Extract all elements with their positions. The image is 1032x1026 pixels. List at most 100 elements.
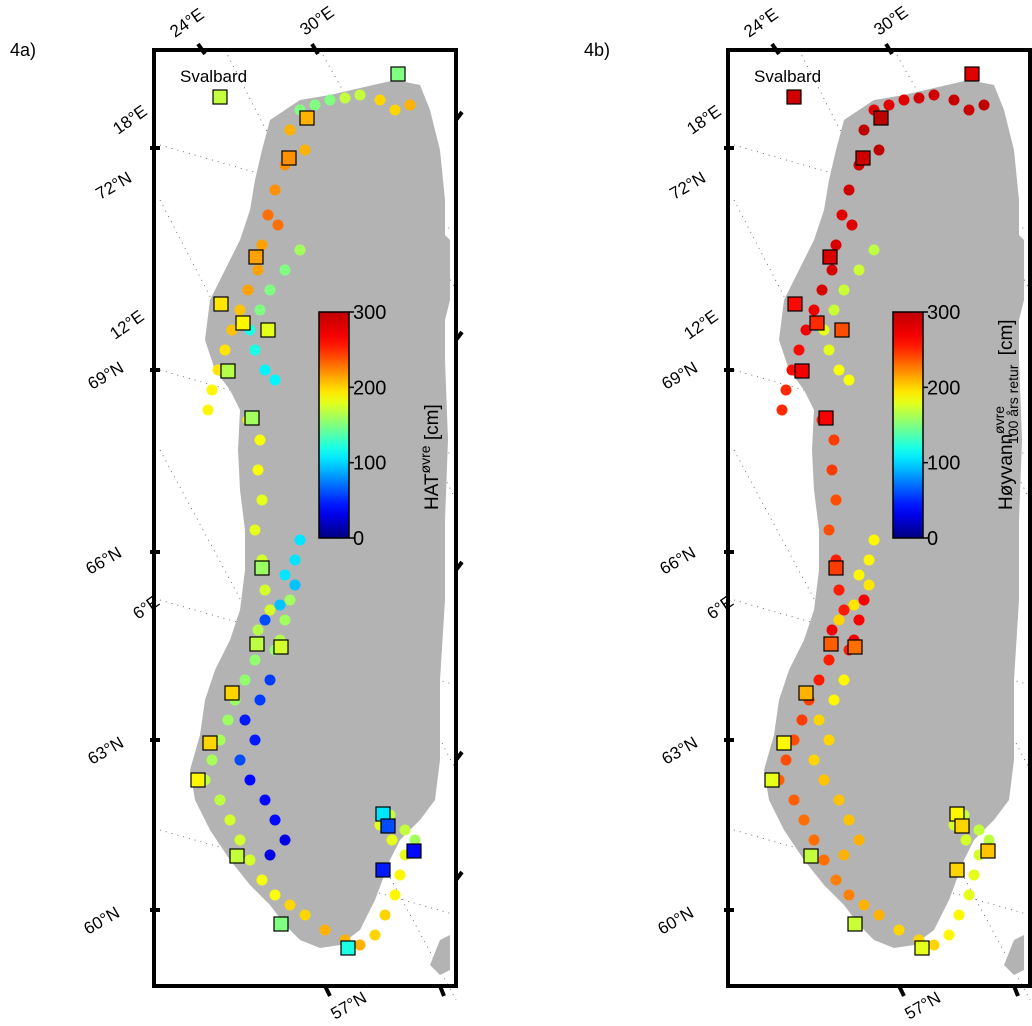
panel-b-station-dot: [798, 814, 810, 826]
panel-b-station-dot: [863, 554, 875, 566]
panel-a-station-dot: [274, 599, 286, 611]
panel-a-station-dot: [272, 219, 284, 231]
panel-b-station-dot: [828, 694, 840, 706]
panel-b-station-dot: [826, 624, 838, 636]
panel-b-reference-station-square: [873, 110, 889, 126]
panel-a-station-dot: [269, 814, 281, 826]
panel-b-station-dot: [823, 344, 835, 356]
panel-a-station-dot: [254, 694, 266, 706]
panel-a-station-dot: [299, 909, 311, 921]
panel-b-reference-station-square: [847, 639, 863, 655]
panel-b-map-frame: [726, 48, 1032, 988]
panel-a-lat-label: 69°N: [85, 358, 127, 393]
panel-a-station-dot: [389, 889, 401, 901]
panel-b-stations: [764, 66, 996, 956]
panel-a-lon-label: 24°E: [166, 4, 207, 41]
panel-b-station-dot: [858, 899, 870, 911]
panel-b-station-dot: [818, 774, 830, 786]
panel-b-station-dot: [943, 929, 955, 941]
panel-b-reference-station-square: [949, 862, 965, 878]
panel-b-station-dot: [833, 614, 845, 626]
panel-b-reference-station-square: [818, 410, 834, 426]
panel-b-station-dot: [868, 534, 880, 546]
panel-a-station-dot: [284, 899, 296, 911]
panel-b-station-dot: [843, 374, 855, 386]
panel-a-frame-tick: [454, 560, 464, 572]
panel-b-station-dot: [953, 909, 965, 921]
panel-a-station-dot: [389, 104, 401, 116]
panel-a-station-dot: [289, 579, 301, 591]
panel-b-station-dot: [893, 924, 905, 936]
panel-b-station-dot: [928, 89, 940, 101]
panel-a-station-dot: [214, 794, 226, 806]
panel-b-station-dot: [830, 239, 842, 251]
panel-a-reference-station-square: [273, 916, 289, 932]
panel-b-station-dot: [846, 219, 858, 231]
panel-b-reference-station-square: [803, 848, 819, 864]
panel-b-station-dot: [838, 674, 850, 686]
panel-b-lon-label: 12°E: [680, 306, 721, 343]
panel-a-station-dot: [339, 92, 351, 104]
panel-b-frame-tick: [1028, 753, 1032, 762]
panel-a-lat-label: 72°N: [93, 168, 135, 203]
panel-b-frame-tick: [1028, 873, 1032, 882]
panel-b-station-dot: [823, 734, 835, 746]
panel-a-frame-tick: [454, 750, 464, 762]
panel-a-station-dot: [404, 99, 416, 111]
panel-b-colorbar-tick-label: 100: [927, 453, 960, 475]
panel-a-colorbar-tick-label: 200: [353, 377, 386, 399]
panel-b-station-dot: [838, 604, 850, 616]
panel-b-lat-label: 72°N: [667, 168, 709, 203]
panel-a-frame-tick: [454, 330, 464, 342]
panel-a-reference-station-square: [190, 772, 206, 788]
panel-b-station-dot: [853, 264, 865, 276]
panel-a-label: 4a): [10, 40, 37, 60]
panel-b-station-dot: [873, 909, 885, 921]
panel-b-station-dot: [898, 94, 910, 106]
panel-a-reference-station-square: [390, 66, 406, 82]
panel-a-station-dot: [224, 814, 236, 826]
panel-b-station-dot: [843, 889, 855, 901]
panel-a-station-dot: [256, 874, 268, 886]
panel-b-station-dot: [823, 524, 835, 536]
panel-b-frame-tick: [897, 985, 906, 997]
panel-b-colorbar: [892, 311, 924, 539]
panel-a-svalbard-label: Svalbard: [180, 67, 247, 86]
panel-b-station-dot: [848, 599, 860, 611]
panel-a-station-dot: [399, 824, 411, 836]
panel-b-frame-tick: [1028, 334, 1032, 342]
panel-b-station-dot: [830, 494, 842, 506]
panel-b-station-dot: [913, 92, 925, 104]
panel-a-reference-station-square: [260, 322, 276, 338]
panel-b-reference-station-square: [828, 560, 844, 576]
panel-b-station-dot: [800, 324, 812, 336]
panel-b-station-dot: [808, 834, 820, 846]
panel-b-station-dot: [826, 264, 838, 276]
panel-b-reference-station-square: [964, 66, 980, 82]
panel-b-station-dot: [853, 569, 865, 581]
panel-a-station-dot: [269, 184, 281, 196]
panel-a-station-dot: [299, 144, 311, 156]
panel-a-reference-station-square: [244, 410, 260, 426]
panel-a-reference-station-square: [229, 848, 245, 864]
panel-b-reference-station-square: [847, 916, 863, 932]
panel-a-station-dot: [222, 714, 234, 726]
panel-b-reference-station-square: [914, 940, 930, 956]
panel-b-station-dot: [963, 889, 975, 901]
panel-a-station-dot: [254, 304, 266, 316]
panel-a-station-dot: [264, 284, 276, 296]
panel-b-station-dot: [960, 834, 972, 846]
panel-b-reference-station-square: [776, 735, 792, 751]
panel-b-lat-label: 60°N: [655, 903, 697, 938]
panel-a-station-dot: [264, 674, 276, 686]
panel-a-map-frame: [152, 48, 458, 988]
panel-a-station-dot: [249, 344, 261, 356]
panel-a-station-dot: [254, 434, 266, 446]
panel-b-station-dot: [788, 794, 800, 806]
panel-a-lon-label: 6°E: [129, 592, 163, 623]
panel-b-station-dot: [808, 304, 820, 316]
panel-a-station-dot: [234, 834, 246, 846]
panel-a-lon-label: 30°E: [296, 2, 337, 39]
panel-a-lat-label: 57°N: [328, 988, 370, 1023]
panel-a-station-dot: [319, 924, 331, 936]
